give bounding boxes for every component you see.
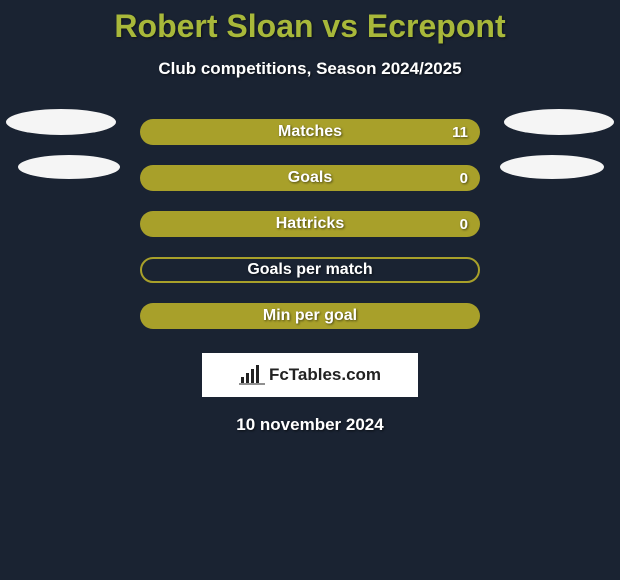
- stat-label: Goals: [288, 169, 332, 187]
- stat-label: Matches: [278, 123, 342, 141]
- stat-row-goals: Goals 0: [0, 155, 620, 201]
- stat-label: Goals per match: [247, 261, 372, 279]
- stat-bar: Matches 11: [140, 119, 480, 145]
- fctables-logo: FcTables.com: [239, 365, 381, 385]
- stat-row-hattricks: Hattricks 0: [0, 201, 620, 247]
- ellipse-right: [500, 155, 604, 179]
- stat-value-right: 0: [460, 170, 468, 187]
- page-title: Robert Sloan vs Ecrepont: [0, 0, 620, 45]
- date-line: 10 november 2024: [0, 415, 620, 435]
- stat-bar: Min per goal: [140, 303, 480, 329]
- logo-text: FcTables.com: [269, 365, 381, 385]
- stat-row-min-per-goal: Min per goal: [0, 293, 620, 339]
- stat-bar: Goals per match: [140, 257, 480, 283]
- ellipse-left: [18, 155, 120, 179]
- stat-label: Min per goal: [263, 307, 357, 325]
- stat-value-right: 11: [452, 124, 468, 141]
- stat-label: Hattricks: [276, 215, 344, 233]
- stat-bar: Hattricks 0: [140, 211, 480, 237]
- stat-row-matches: Matches 11: [0, 109, 620, 155]
- ellipse-right: [504, 109, 614, 135]
- bar-chart-icon: [239, 365, 265, 385]
- subtitle: Club competitions, Season 2024/2025: [0, 59, 620, 79]
- stats-area: Matches 11 Goals 0 Hattricks 0 Goals per…: [0, 109, 620, 339]
- stat-value-right: 0: [460, 216, 468, 233]
- ellipse-left: [6, 109, 116, 135]
- fctables-logo-box: FcTables.com: [202, 353, 418, 397]
- stat-row-goals-per-match: Goals per match: [0, 247, 620, 293]
- stat-bar: Goals 0: [140, 165, 480, 191]
